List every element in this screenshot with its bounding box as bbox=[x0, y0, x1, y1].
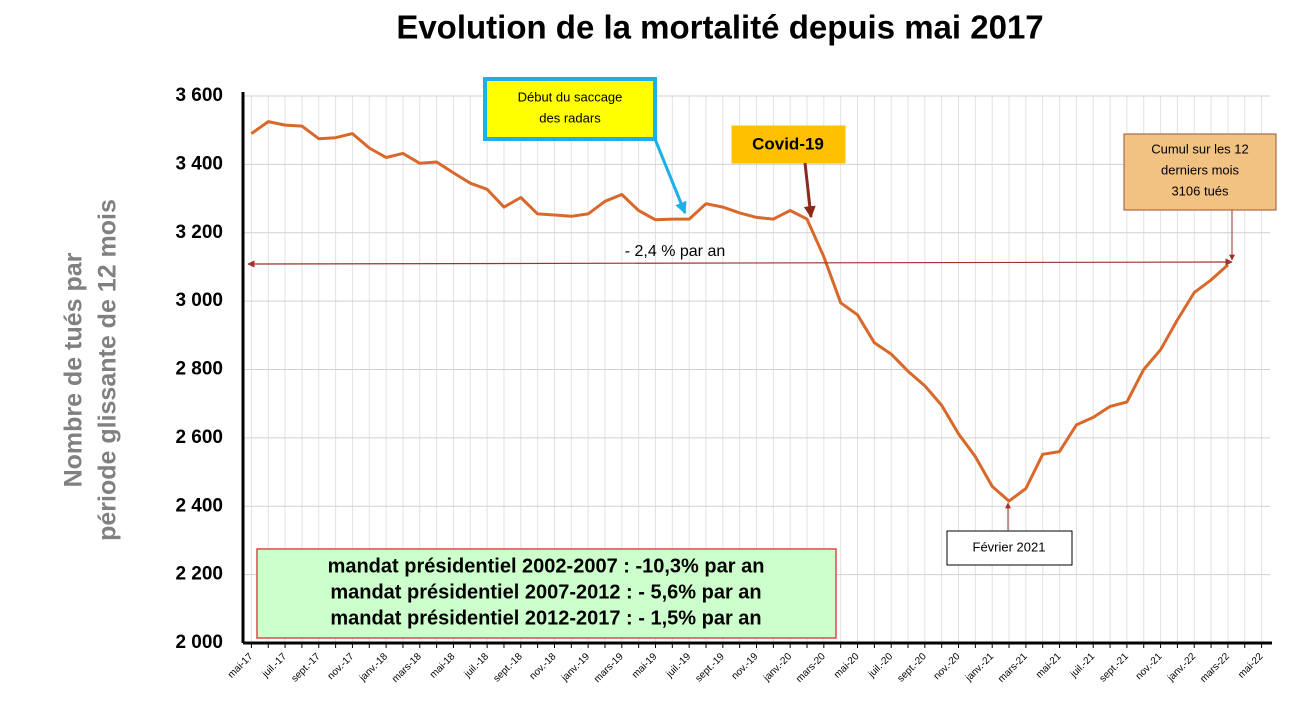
x-tick-label: janv.-22 bbox=[1165, 651, 1198, 684]
annotation-box bbox=[483, 77, 657, 141]
annotation-text: derniers mois bbox=[1161, 162, 1240, 177]
x-tick-label: mars-18 bbox=[390, 651, 424, 685]
y-tick-label: 2 400 bbox=[175, 495, 223, 516]
x-tick-label: mars-22 bbox=[1198, 651, 1232, 685]
x-tick-label: nov.-18 bbox=[528, 651, 559, 682]
y-tick-label: 3 200 bbox=[175, 222, 223, 243]
x-tick-label: mai-19 bbox=[630, 651, 660, 681]
x-tick-label: mars-21 bbox=[996, 651, 1030, 685]
chart-title: Evolution de la mortalité depuis mai 201… bbox=[396, 9, 1043, 46]
x-tick-label: mai-20 bbox=[832, 651, 862, 681]
x-tick-label: sept.-18 bbox=[491, 651, 525, 685]
annotation-text: Février 2021 bbox=[973, 539, 1046, 554]
x-tick-label: mai-22 bbox=[1236, 651, 1266, 681]
x-tick-label: nov.-17 bbox=[326, 651, 357, 682]
x-tick-label: sept.-19 bbox=[693, 651, 727, 685]
x-tick-label: nov.-20 bbox=[932, 651, 963, 682]
y-tick-label: 2 600 bbox=[175, 427, 223, 448]
annotation-text: mandat présidentiel 2007-2012 : - 5,6% p… bbox=[330, 581, 761, 603]
x-tick-label: mars-19 bbox=[592, 651, 626, 685]
annotation-text: Début du saccage bbox=[518, 89, 623, 104]
annotation-text: - 2,4 % par an bbox=[625, 243, 726, 260]
y-tick-label: 3 400 bbox=[175, 153, 223, 174]
annotation-text: 3106 tués bbox=[1171, 183, 1229, 198]
x-tick-label: mai-21 bbox=[1034, 651, 1064, 681]
annotation-box bbox=[256, 548, 837, 639]
x-tick-label: mai-18 bbox=[428, 651, 458, 681]
trend-arrow bbox=[247, 258, 1233, 268]
y-tick-label: 3 600 bbox=[175, 85, 223, 106]
annotation-text: des radars bbox=[539, 110, 601, 125]
annotation-text: mandat présidentiel 2012-2017 : - 1,5% p… bbox=[330, 607, 761, 629]
x-tick-label: sept.-17 bbox=[289, 651, 323, 685]
data-line bbox=[250, 120, 1229, 503]
y-tick-label: 2 800 bbox=[175, 359, 223, 380]
x-tick-label: juil.-19 bbox=[664, 651, 694, 681]
x-tick-label: nov.-21 bbox=[1134, 651, 1165, 682]
x-tick-label: juil.-20 bbox=[866, 651, 896, 681]
x-tick-label: juil.-17 bbox=[260, 651, 290, 681]
y-axis-label: Nombre de tués par bbox=[60, 252, 88, 487]
annotation-arrow bbox=[653, 138, 687, 215]
y-tick-label: 2 000 bbox=[175, 632, 223, 653]
annotation-text: Covid-19 bbox=[752, 134, 824, 153]
x-tick-label: nov.-19 bbox=[730, 651, 761, 682]
x-tick-label: janv.-18 bbox=[357, 651, 390, 684]
annotation-box bbox=[1123, 133, 1277, 211]
x-tick-label: janv.-20 bbox=[761, 651, 794, 684]
x-tick-label: sept.-20 bbox=[896, 651, 930, 685]
x-tick-label: sept.-21 bbox=[1098, 651, 1132, 685]
annotation-text: mandat présidentiel 2002-2007 : -10,3% p… bbox=[328, 555, 765, 577]
x-tick-label: juil.-18 bbox=[462, 651, 492, 681]
y-tick-label: 2 200 bbox=[175, 564, 223, 585]
annotation-box bbox=[731, 125, 846, 164]
x-tick-label: janv.-19 bbox=[559, 651, 592, 684]
y-axis-label: période glissante de 12 mois bbox=[94, 199, 122, 541]
x-tick-label: janv.-21 bbox=[963, 651, 996, 684]
annotation-box bbox=[946, 530, 1073, 566]
x-tick-label: juil.-21 bbox=[1068, 651, 1098, 681]
annotation-text: Cumul sur les 12 bbox=[1151, 141, 1249, 156]
y-tick-label: 3 000 bbox=[175, 290, 223, 311]
x-tick-label: mars-20 bbox=[794, 651, 828, 685]
x-tick-label: mai-17 bbox=[226, 651, 256, 681]
annotation-arrow bbox=[803, 162, 816, 219]
